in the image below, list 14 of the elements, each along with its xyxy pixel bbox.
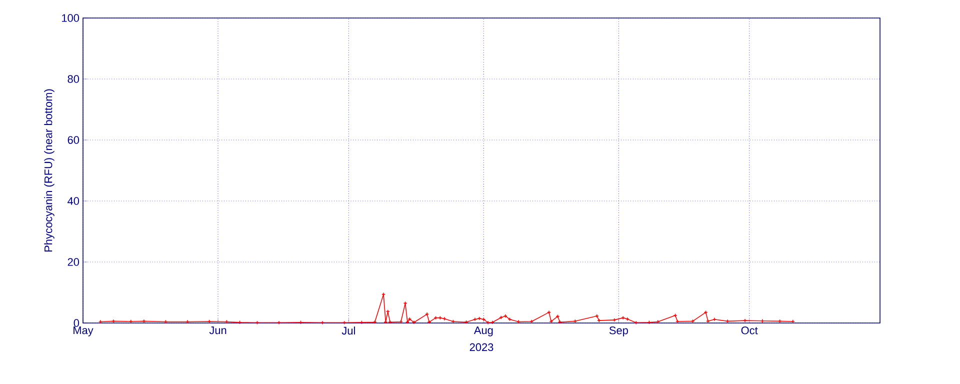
y-tick-label: 60 <box>68 136 80 144</box>
y-axis-title: Phycocyanin (RFU) (near bottom) <box>44 89 54 252</box>
x-tick-label: May <box>74 326 94 336</box>
y-tick-label: 80 <box>68 75 80 83</box>
x-tick-label: Oct <box>741 326 758 334</box>
y-tick-label: 100 <box>62 14 80 22</box>
x-axis-title: 2023 <box>470 343 494 352</box>
x-tick-label: Jun <box>209 326 226 334</box>
x-tick-label: Aug <box>474 326 493 336</box>
x-tick-label: Jul <box>342 326 355 335</box>
y-tick-label: 20 <box>68 258 80 266</box>
y-tick-label: 0 <box>74 319 80 327</box>
x-tick-label: Sep <box>609 326 628 336</box>
y-tick-label: 40 <box>68 197 80 205</box>
